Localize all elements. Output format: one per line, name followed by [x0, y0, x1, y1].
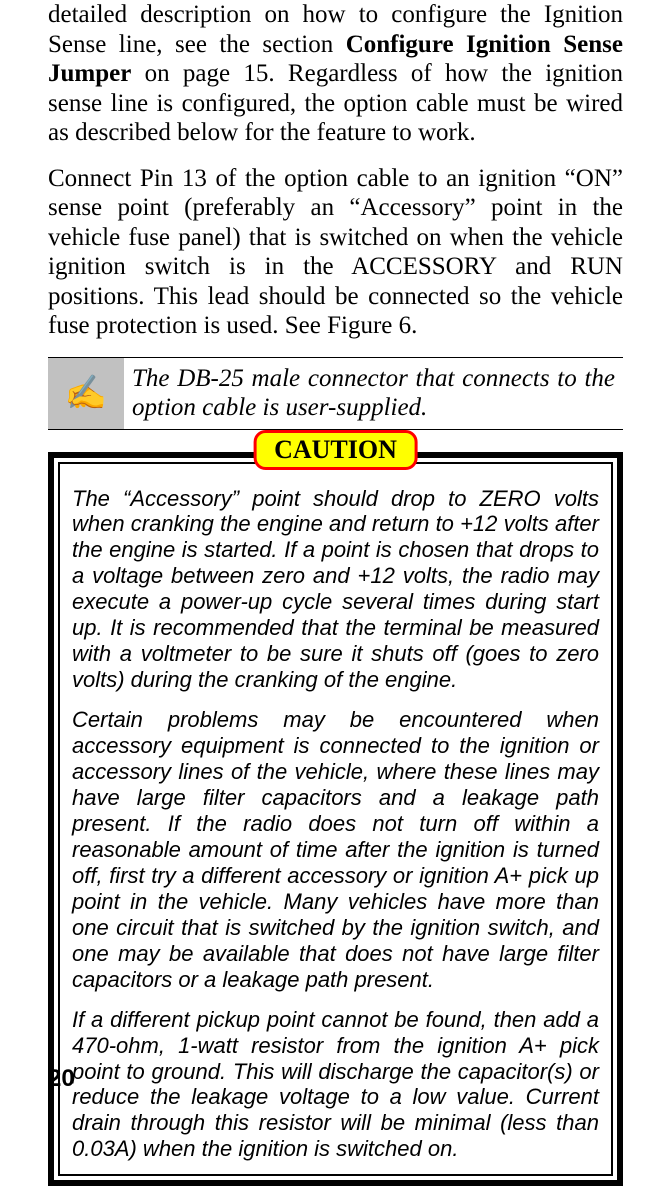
- caution-box-outer: The “Accessory” point should drop to ZER…: [48, 452, 623, 1186]
- caution-paragraph-2: Certain problems may be encountered when…: [72, 707, 599, 992]
- caution-paragraph-3: If a different pickup point cannot be fo…: [72, 1007, 599, 1163]
- hand-writing-icon: ✍: [65, 375, 107, 412]
- caution-paragraph-1: The “Accessory” point should drop to ZER…: [72, 486, 599, 694]
- note-icon-cell: ✍: [48, 357, 124, 429]
- note-box: ✍ The DB-25 male connector that connects…: [48, 357, 623, 430]
- paragraph-2: Connect Pin 13 of the option cable to an…: [48, 164, 623, 341]
- note-text-cell: The DB-25 male connector that connects t…: [124, 357, 623, 429]
- paragraph-1: detailed description on how to configure…: [48, 0, 623, 148]
- para1-post: on page 15. Regardless of how the igniti…: [48, 60, 623, 146]
- caution-label-wrapper: CAUTION: [253, 430, 418, 470]
- note-text: The DB-25 male connector that connects t…: [132, 364, 615, 423]
- caution-label: CAUTION: [253, 430, 418, 470]
- caution-block: CAUTION The “Accessory” point should dro…: [48, 452, 623, 1186]
- page: detailed description on how to configure…: [0, 0, 649, 1123]
- page-number: 20: [48, 1065, 75, 1093]
- caution-box-inner: The “Accessory” point should drop to ZER…: [58, 462, 613, 1177]
